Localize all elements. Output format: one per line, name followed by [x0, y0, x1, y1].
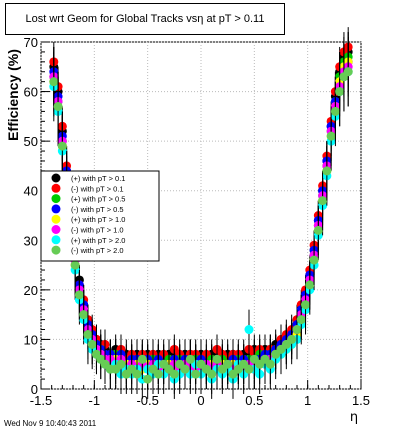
legend-marker — [51, 214, 61, 224]
data-point — [116, 359, 126, 369]
data-point — [287, 334, 297, 344]
data-point — [335, 87, 345, 97]
timestamp-footer: Wed Nov 9 10:40:43 2011 — [4, 419, 97, 428]
data-point — [318, 196, 328, 206]
legend-marker — [51, 235, 61, 245]
x-tick-label: 0.5 — [245, 393, 263, 408]
legend-marker — [51, 183, 61, 193]
data-point — [180, 364, 190, 374]
data-point — [87, 339, 97, 349]
chart-title: Lost wrt Geom for Global Tracks vsη at p… — [5, 3, 285, 35]
legend-label: (+) with pT > 1.0 — [71, 215, 125, 224]
x-tick-label: -1.5 — [30, 393, 52, 408]
data-point — [326, 131, 336, 141]
x-axis-label: η — [350, 410, 358, 425]
data-point — [305, 280, 315, 290]
y-tick-label: 30 — [24, 233, 38, 248]
legend-label: (-) with pT > 2.0 — [71, 246, 124, 255]
legend-label: (-) with pT > 0.1 — [71, 184, 124, 193]
data-point — [49, 77, 59, 87]
legend-box — [40, 170, 160, 262]
data-point — [212, 354, 222, 364]
y-axis-label: Efficiency (%) — [5, 49, 21, 141]
x-tick-label: 1.5 — [352, 393, 370, 408]
data-point — [296, 315, 306, 325]
data-point — [169, 369, 179, 379]
x-tick-label: 0 — [197, 393, 204, 408]
y-tick-label: 50 — [24, 134, 38, 149]
data-point — [153, 369, 163, 379]
data-point — [313, 225, 323, 235]
y-tick-label: 60 — [24, 85, 38, 100]
legend-marker — [51, 204, 61, 214]
legend-marker — [51, 245, 61, 255]
data-point — [74, 290, 84, 300]
data-point — [309, 255, 319, 265]
legend-label: (+) with pT > 0.1 — [71, 174, 125, 183]
y-tick-label: 70 — [24, 35, 38, 50]
data-point — [265, 359, 275, 369]
data-point — [185, 354, 195, 364]
data-point — [70, 260, 80, 270]
data-point — [223, 359, 233, 369]
legend-label: (-) with pT > 1.0 — [71, 226, 124, 235]
data-point — [57, 141, 67, 151]
data-point — [191, 369, 201, 379]
data-point — [244, 364, 254, 374]
data-point — [330, 106, 340, 116]
y-tick-label: 20 — [24, 283, 38, 298]
legend-marker — [51, 194, 61, 204]
y-tick-label: 10 — [24, 332, 38, 347]
data-point — [53, 101, 63, 111]
y-tick-label: 0 — [31, 382, 38, 397]
x-tick-label: 1 — [304, 393, 311, 408]
data-point — [83, 329, 93, 339]
x-tick-label: -1 — [89, 393, 101, 408]
data-point — [137, 354, 147, 364]
legend-label: (+) with pT > 0.5 — [71, 195, 125, 204]
legend-label: (-) with pT > 0.5 — [71, 205, 124, 214]
data-point — [322, 166, 332, 176]
data-point — [343, 67, 353, 77]
data-point — [79, 310, 89, 320]
data-point — [244, 325, 254, 335]
data-point — [143, 374, 153, 384]
data-point — [132, 369, 142, 379]
data-point — [207, 369, 217, 379]
y-tick-label: 40 — [24, 184, 38, 199]
legend: (+) with pT > 0.1(-) with pT > 0.1 (+) wi… — [40, 170, 160, 262]
data-point — [301, 300, 311, 310]
legend-marker — [51, 225, 61, 234]
legend-marker — [51, 173, 61, 183]
data-point — [292, 325, 302, 335]
legend-label: (+) with pT > 2.0 — [71, 236, 125, 245]
